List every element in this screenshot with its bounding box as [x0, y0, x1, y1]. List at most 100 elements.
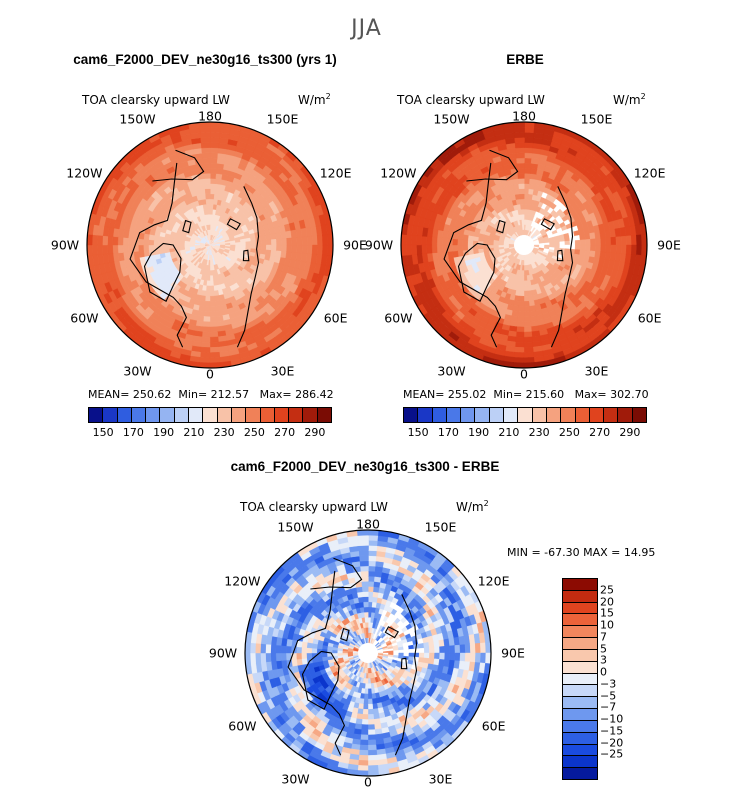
map-cell — [209, 336, 219, 343]
map-cell — [512, 357, 525, 364]
map-cell — [523, 316, 531, 323]
colorbar-swatch — [231, 408, 247, 422]
map-cell — [413, 648, 420, 654]
map-cell — [367, 703, 374, 710]
map-cell — [590, 238, 596, 246]
map-cell — [523, 142, 534, 149]
map-cell — [215, 310, 223, 317]
map-cell — [498, 244, 504, 248]
map-cell — [405, 244, 412, 256]
colorbar-swatch — [632, 408, 647, 422]
map-cell — [240, 241, 247, 246]
map-cell — [605, 244, 612, 254]
colorbar-tick-label: 230 — [528, 426, 550, 439]
map-cell — [209, 362, 221, 368]
map-cell — [516, 157, 525, 164]
map-cell — [359, 739, 369, 746]
map-cell — [518, 183, 525, 190]
map-cell — [516, 162, 525, 169]
map-cell — [454, 652, 461, 662]
map-cell — [517, 173, 525, 179]
map-cell — [112, 244, 119, 254]
map-cell — [636, 234, 643, 246]
map-cell — [201, 152, 211, 159]
lon-label: 60E — [637, 310, 662, 325]
map-cell — [523, 157, 533, 164]
map-cell — [449, 652, 456, 662]
map-cell — [360, 729, 369, 736]
map-cell — [204, 188, 211, 195]
panel1-polar-map — [86, 121, 334, 369]
map-cell — [359, 555, 369, 562]
map-cell — [362, 596, 369, 603]
panel1-min-value: 212.57 — [210, 388, 250, 401]
map-cell — [107, 244, 114, 255]
map-cell — [516, 316, 525, 323]
map-cell — [148, 244, 155, 251]
map-cell — [209, 321, 218, 328]
map-cell — [203, 167, 211, 174]
colorbar-swatch — [432, 408, 447, 422]
map-cell — [441, 237, 448, 246]
map-cell — [209, 346, 220, 353]
map-cell — [291, 237, 298, 246]
map-cell — [513, 346, 525, 353]
map-cell — [518, 188, 525, 195]
map-cell — [361, 586, 369, 592]
colorbar-swatch — [289, 408, 304, 422]
map-cell — [493, 244, 499, 248]
map-cell — [359, 734, 369, 741]
map-cell — [199, 188, 207, 195]
map-cell — [250, 240, 257, 246]
map-cell — [529, 310, 537, 317]
panel2-min-label: Min= — [493, 388, 523, 401]
map-cell — [367, 744, 377, 751]
map-cell — [276, 244, 283, 252]
map-cell — [367, 565, 377, 572]
map-cell — [245, 241, 252, 246]
map-cell — [209, 132, 221, 139]
map-cell — [367, 724, 375, 731]
map-cell — [439, 646, 446, 654]
map-field-cells — [245, 530, 491, 776]
map-cell — [610, 236, 617, 246]
map-cell — [209, 331, 219, 338]
colorbar-tick-label: 270 — [274, 426, 296, 439]
map-cell — [452, 244, 458, 252]
map-cell — [200, 336, 211, 343]
map-cell — [281, 244, 288, 253]
map-cell — [255, 240, 262, 246]
map-cell — [91, 244, 98, 256]
map-cell — [421, 244, 428, 255]
map-cell — [459, 644, 466, 654]
map-cell — [367, 688, 372, 695]
lon-label: 150E — [266, 111, 299, 127]
map-cell — [97, 234, 104, 246]
map-cell — [209, 137, 221, 144]
map-cell — [600, 237, 607, 246]
lon-label: 30E — [270, 363, 295, 379]
colorbar-tick-label: 270 — [589, 426, 611, 439]
colorbar-swatch — [260, 408, 275, 422]
colorbar-swatch — [589, 408, 605, 422]
map-cell — [363, 606, 369, 613]
colorbar-swatch — [504, 408, 519, 422]
map-cell — [367, 714, 375, 720]
map-cell — [311, 244, 318, 256]
map-cell — [405, 233, 412, 246]
map-cell — [452, 250, 459, 258]
map-cell — [388, 650, 394, 654]
map-cell — [590, 244, 597, 252]
map-cell — [436, 236, 443, 246]
map-cell — [367, 708, 374, 715]
map-cell — [213, 295, 221, 302]
map-cell — [444, 645, 451, 654]
map-cell — [275, 652, 282, 662]
map-cell — [260, 239, 267, 246]
map-cell — [209, 341, 220, 348]
map-cell — [301, 236, 308, 246]
colorbar-swatch — [532, 408, 547, 422]
map-cell — [449, 645, 456, 654]
map-cell — [515, 326, 525, 333]
panel1-title: cam6_F2000_DEV_ne30g16_ts300 (yrs 1) — [73, 52, 337, 67]
